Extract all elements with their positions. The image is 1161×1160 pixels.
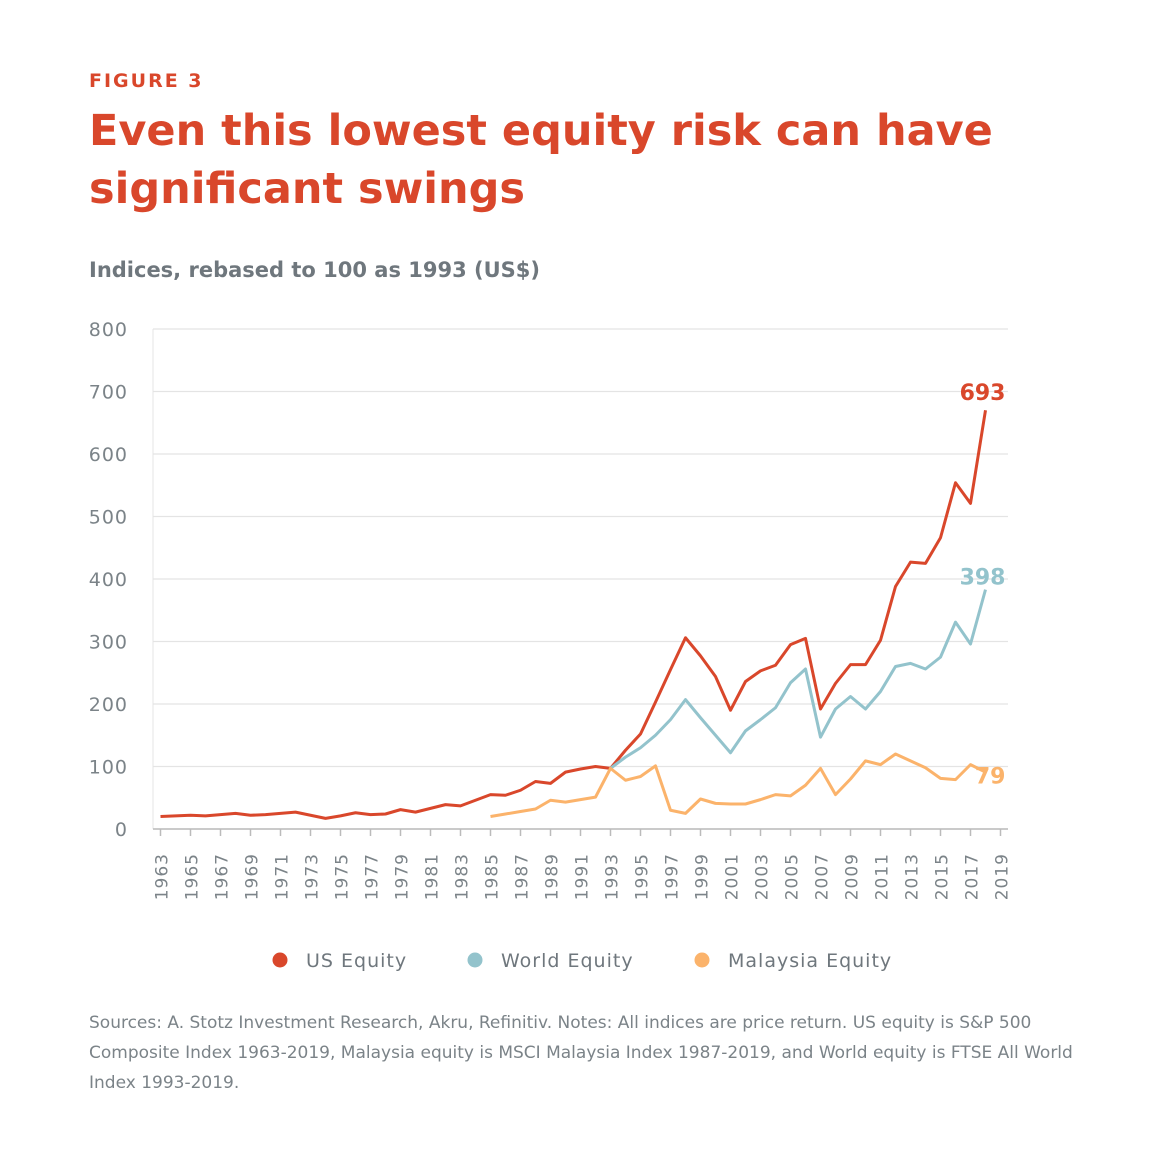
y-tick-label: 300 (89, 632, 128, 654)
end-label: 79 (975, 765, 1006, 790)
x-tick-label: 2009 (843, 853, 863, 900)
x-tick-label: 2015 (933, 853, 953, 900)
chart-title: Even this lowest equity risk can have si… (89, 106, 993, 214)
y-tick-label: 400 (89, 569, 128, 591)
legend-swatch (272, 952, 288, 968)
x-tick-label: 1973 (303, 853, 323, 900)
x-tick-label: 1993 (603, 853, 623, 900)
y-tick-label: 700 (89, 382, 128, 404)
x-tick-label: 2003 (753, 853, 773, 900)
series-line (160, 410, 987, 820)
legend-label: US Equity (306, 950, 407, 972)
chart-subtitle: Indices, rebased to 100 as 1993 (US$) (89, 258, 541, 282)
x-tick-label: 1975 (333, 853, 353, 900)
chart: 0 100 200 300 400 500 600 700 800 1963 1965 1967 196… (89, 319, 1013, 972)
y-tick-label: 100 (89, 757, 128, 779)
series-line (609, 589, 987, 770)
x-tick-label: 2001 (723, 853, 743, 900)
x-tick-label: 1981 (423, 853, 443, 900)
end-label: 693 (960, 381, 1006, 406)
x-tick-label: 2007 (813, 853, 833, 900)
x-tick-label: 1995 (633, 853, 653, 900)
x-tick-label: 1987 (513, 853, 533, 900)
source-note: Sources: A. Stotz Investment Research, A… (89, 1013, 1073, 1093)
y-tick-label: 500 (89, 507, 128, 529)
x-tick-label: 1969 (243, 853, 263, 900)
x-tick-label: 1965 (183, 853, 203, 900)
x-tick-label: 1997 (663, 853, 683, 900)
x-tick-label: 1991 (573, 853, 593, 900)
legend-swatch (467, 952, 483, 968)
x-tick-label: 1989 (543, 853, 563, 900)
figure-label: FIGURE 3 (89, 70, 204, 92)
y-tick-label: 200 (89, 694, 128, 716)
x-tick-label: 2011 (873, 853, 893, 900)
x-tick-label: 2005 (783, 853, 803, 900)
x-tick-label: 1977 (363, 853, 383, 900)
x-tick-label: 1983 (453, 853, 473, 900)
legend-swatch (694, 952, 710, 968)
x-tick-label: 1979 (393, 853, 413, 900)
series-line (490, 752, 987, 818)
x-tick-label: 1963 (153, 853, 173, 900)
legend-label: Malaysia Equity (728, 950, 892, 972)
end-label: 398 (960, 565, 1006, 590)
y-tick-label: 0 (115, 819, 128, 841)
x-tick-label: 1967 (213, 853, 233, 900)
x-tick-label: 2017 (963, 853, 983, 900)
x-tick-label: 1971 (273, 853, 293, 900)
x-tick-label: 1999 (693, 853, 713, 900)
y-tick-label: 600 (89, 444, 128, 466)
x-tick-label: 1985 (483, 853, 503, 900)
x-tick-label: 2019 (993, 853, 1013, 900)
y-tick-label: 800 (89, 319, 128, 341)
legend-label: World Equity (501, 950, 634, 972)
x-tick-label: 2013 (903, 853, 923, 900)
